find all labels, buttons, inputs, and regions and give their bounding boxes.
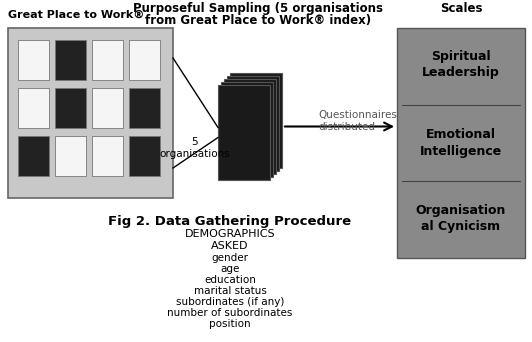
Text: Great Place to Work®: Great Place to Work®: [8, 10, 144, 20]
Bar: [55, 136, 86, 176]
Bar: [55, 40, 86, 80]
Bar: [227, 76, 279, 171]
Text: Organisation
al Cynicism: Organisation al Cynicism: [416, 205, 506, 233]
Text: 5
organisations: 5 organisations: [160, 137, 230, 159]
Bar: [129, 136, 160, 176]
Bar: [397, 28, 525, 258]
Bar: [129, 40, 160, 80]
Bar: [224, 79, 276, 174]
Text: gender: gender: [212, 253, 248, 263]
Bar: [18, 40, 49, 80]
Text: Scales: Scales: [440, 2, 482, 15]
Text: Fig 2. Data Gathering Procedure: Fig 2. Data Gathering Procedure: [109, 215, 352, 228]
Text: Purposeful Sampling (5 organisations: Purposeful Sampling (5 organisations: [133, 2, 383, 15]
Text: Spiritual
Leadership: Spiritual Leadership: [422, 50, 500, 79]
Text: DEMOGRAPHICS: DEMOGRAPHICS: [185, 229, 276, 239]
Bar: [18, 88, 49, 128]
Text: subordinates (if any): subordinates (if any): [176, 297, 284, 307]
Bar: [92, 136, 123, 176]
Bar: [92, 88, 123, 128]
Text: from Great Place to Work® index): from Great Place to Work® index): [145, 14, 371, 27]
Text: age: age: [220, 264, 240, 274]
Text: Emotional
Intelligence: Emotional Intelligence: [420, 129, 502, 158]
Bar: [8, 28, 173, 198]
Bar: [129, 88, 160, 128]
Text: position: position: [209, 319, 251, 329]
Bar: [55, 88, 86, 128]
Bar: [218, 85, 270, 180]
Text: ASKED: ASKED: [211, 241, 249, 251]
Text: education: education: [204, 275, 256, 285]
Bar: [230, 73, 282, 168]
Bar: [92, 40, 123, 80]
Text: number of subordinates: number of subordinates: [167, 308, 293, 318]
Text: marital status: marital status: [194, 286, 267, 296]
Bar: [221, 82, 273, 177]
Bar: [18, 136, 49, 176]
Text: Questionnaires
distributed: Questionnaires distributed: [318, 110, 397, 132]
